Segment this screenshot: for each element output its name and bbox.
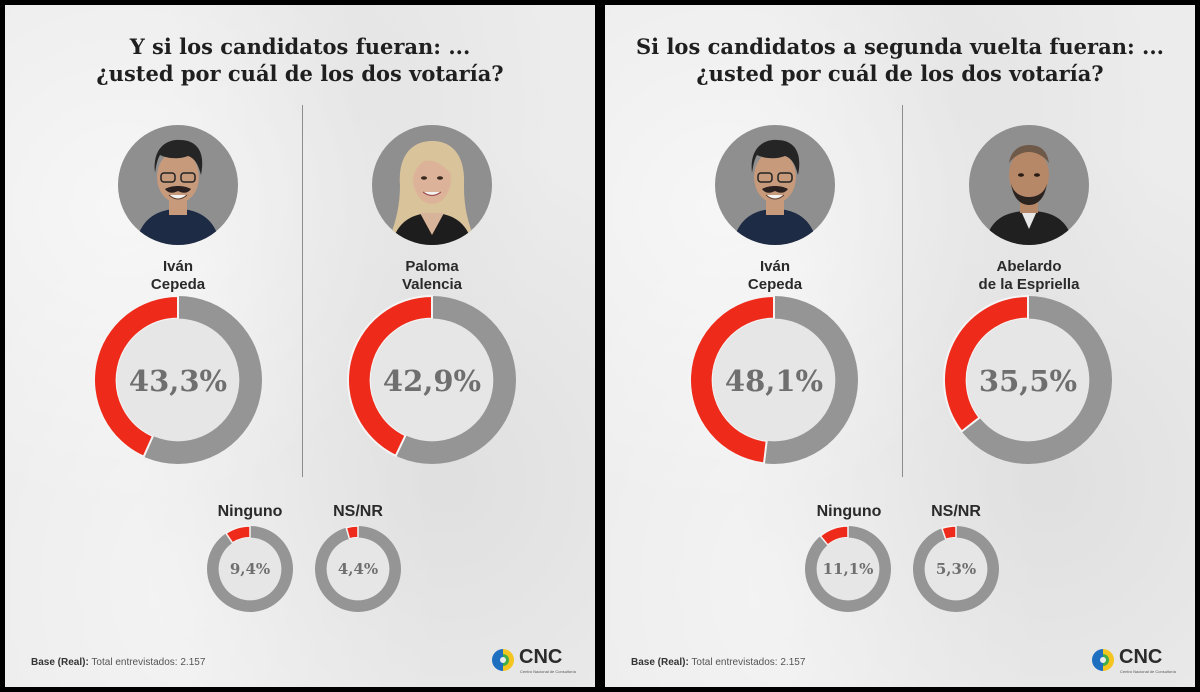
donut-ninguno: 11,1% <box>804 525 892 613</box>
value-label-ninguno: 9,4% <box>230 560 270 578</box>
cnc-logo-icon <box>492 649 514 671</box>
donut-ns-nr: 5,3% <box>912 525 1000 613</box>
man-portrait-icon <box>715 125 835 245</box>
donut-paloma-valencia: 42,9% <box>347 294 517 465</box>
candidate-name-ivan-cepeda: Iván Cepeda <box>747 258 803 293</box>
base-note-label: Base (Real): <box>631 657 689 668</box>
donut-ivan-cepeda: 48,1% <box>689 294 859 465</box>
donut-ivan-cepeda: 43,3% <box>93 294 263 465</box>
donut-center <box>924 537 988 601</box>
base-note: Base (Real): Total entrevistados: 2.157 <box>631 657 805 668</box>
donut-center <box>116 318 240 442</box>
chart-title-line-2: ¿usted por cuál de los dos votaría? <box>96 61 504 86</box>
donut-center <box>218 537 282 601</box>
cnc-logo-text: CNC <box>1119 646 1163 668</box>
label-ns-nr: NS/NR <box>333 503 383 520</box>
label-ninguno: Ninguno <box>217 503 283 520</box>
label-ns-nr: NS/NR <box>931 503 981 520</box>
base-note-text: Total entrevistados: 2.157 <box>91 657 206 668</box>
donut-center <box>966 318 1090 442</box>
donut-center <box>816 537 880 601</box>
candidate-name-paloma-valencia: Paloma Valencia <box>401 258 463 293</box>
chart-title: Y si los candidatos fueran: ... ¿usted p… <box>5 33 595 87</box>
cnc-logo-subtitle: Centro Nacional de Consultoría <box>1120 669 1176 674</box>
cnc-logo-icon <box>1092 649 1114 671</box>
value-label-ivan-cepeda: 48,1% <box>725 364 823 398</box>
chart-title-line-1: Y si los candidatos fueran: ... <box>129 34 471 59</box>
donut-center <box>712 318 836 442</box>
column-divider <box>302 105 303 477</box>
chart-title: Si los candidatos a segunda vuelta fuera… <box>605 33 1195 87</box>
donut-center <box>326 537 390 601</box>
man-portrait-icon <box>118 125 238 245</box>
candidate-name-ivan-cepeda: Iván Cepeda <box>150 258 206 293</box>
cnc-logo: CNC Centro Nacional de Consultoría <box>491 645 591 679</box>
base-note-label: Base (Real): <box>31 657 89 668</box>
candidate-name-abelardo-de-la-espriella: Abelardo de la Espriella <box>978 258 1080 293</box>
cnc-logo-text: CNC <box>519 646 563 668</box>
donut-ns-nr: 4,4% <box>314 525 402 613</box>
donut-abelardo-de-la-espriella: 35,5% <box>943 294 1113 465</box>
cnc-logo-subtitle: Centro Nacional de Consultoría <box>520 669 576 674</box>
value-label-ns-nr: 5,3% <box>936 560 976 578</box>
poll-panel-first-round: Y si los candidatos fueran: ... ¿usted p… <box>5 5 595 687</box>
woman-portrait-icon <box>372 125 492 245</box>
column-divider <box>902 105 903 477</box>
value-label-ns-nr: 4,4% <box>338 560 378 578</box>
donut-ninguno: 9,4% <box>206 525 294 613</box>
base-note: Base (Real): Total entrevistados: 2.157 <box>31 657 205 668</box>
cnc-logo: CNC Centro Nacional de Consultoría <box>1091 645 1191 679</box>
label-ninguno: Ninguno <box>816 503 882 520</box>
poll-panel-second-round: Si los candidatos a segunda vuelta fuera… <box>605 5 1195 687</box>
chart-title-line-2: ¿usted por cuál de los dos votaría? <box>696 61 1104 86</box>
base-note-text: Total entrevistados: 2.157 <box>691 657 806 668</box>
chart-title-line-1: Si los candidatos a segunda vuelta fuera… <box>636 34 1164 59</box>
bald-man-portrait-icon <box>969 125 1089 245</box>
value-label-ivan-cepeda: 43,3% <box>129 364 227 398</box>
donut-center <box>370 318 494 442</box>
value-label-ninguno: 11,1% <box>823 560 874 578</box>
value-label-abelardo-de-la-espriella: 35,5% <box>979 364 1077 398</box>
value-label-paloma-valencia: 42,9% <box>383 364 481 398</box>
